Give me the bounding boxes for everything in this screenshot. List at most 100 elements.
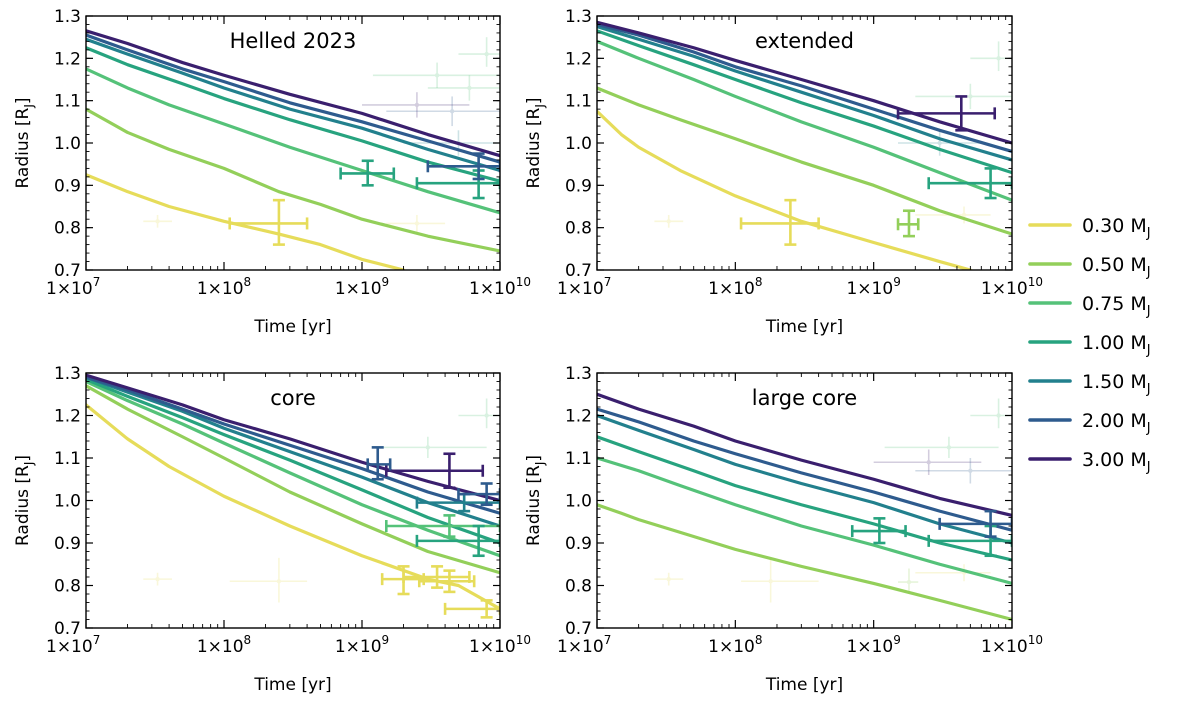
series-line-4 xyxy=(597,24,1012,162)
faint-marker xyxy=(467,85,472,91)
legend-label-main: 1.50 M xyxy=(1082,371,1147,393)
x-tick-label: 1×1010 xyxy=(981,633,1043,657)
series-line-5 xyxy=(86,33,500,164)
x-axis-label: Time [yr] xyxy=(765,317,843,337)
x-tick-label: 1×107 xyxy=(46,275,100,299)
series-line-0 xyxy=(597,503,1012,622)
series-line-1 xyxy=(86,107,500,253)
error-point-1 xyxy=(896,209,920,238)
x-tick-base: 1×10 xyxy=(46,279,93,299)
series-line-6 xyxy=(86,373,500,503)
x-tick-exp: 8 xyxy=(244,275,252,289)
y-label-sub: J xyxy=(22,462,36,467)
series-line-1 xyxy=(597,456,1012,585)
series-line-1 xyxy=(597,86,1012,236)
legend-label-sub: J xyxy=(1146,265,1151,280)
series-line-4 xyxy=(597,407,1012,532)
faint-point-1 xyxy=(386,214,446,232)
x-tick-label: 1×1010 xyxy=(469,275,531,299)
y-tick-label: 0.9 xyxy=(54,534,81,554)
legend-entry-6: 3.00 MJ xyxy=(1028,449,1151,475)
faint-point-2 xyxy=(372,436,487,458)
faint-marker xyxy=(155,576,160,582)
y-tick-label: 1.2 xyxy=(565,407,592,427)
series-line-6 xyxy=(597,20,1012,145)
x-tick-base: 1×10 xyxy=(981,637,1028,657)
x-tick-base: 1×10 xyxy=(469,279,516,299)
error-point-3 xyxy=(426,152,500,181)
x-tick-label: 1×1010 xyxy=(469,633,531,657)
y-label-close: ] xyxy=(524,455,544,462)
legend: 0.30 MJ0.50 MJ0.75 MJ1.00 MJ1.50 MJ2.00 … xyxy=(1028,215,1151,475)
x-tick-label: 1×107 xyxy=(557,633,611,657)
error-point-0 xyxy=(850,517,907,545)
y-tick-label: 0.8 xyxy=(565,577,592,597)
legend-label: 1.50 MJ xyxy=(1082,371,1151,397)
x-tick-base: 1×10 xyxy=(469,637,516,657)
faint-marker xyxy=(414,102,420,108)
faint-point-0 xyxy=(143,214,173,228)
faint-point-2 xyxy=(898,568,919,594)
series-line-6 xyxy=(86,29,500,158)
x-tick-base: 1×10 xyxy=(846,279,893,299)
x-tick-base: 1×10 xyxy=(335,279,382,299)
x-axis-label: Time [yr] xyxy=(253,675,331,695)
y-tick-label: 1.2 xyxy=(54,49,81,69)
legend-entry-3: 1.00 MJ xyxy=(1028,332,1151,358)
legend-label-main: 1.00 M xyxy=(1082,332,1147,354)
y-tick-label: 0.7 xyxy=(54,619,81,639)
x-tick-exp: 7 xyxy=(604,275,612,289)
x-tick-exp: 9 xyxy=(893,633,901,647)
x-tick-exp: 9 xyxy=(382,275,390,289)
faint-marker xyxy=(425,445,431,450)
error-point-2 xyxy=(415,169,500,200)
error-point-1 xyxy=(402,565,471,589)
plot-area xyxy=(597,20,1012,270)
legend-entry-2: 0.75 MJ xyxy=(1028,293,1151,319)
x-tick-label: 1×109 xyxy=(846,633,900,657)
y-label-sub: J xyxy=(533,462,547,467)
x-tick-exp: 7 xyxy=(93,633,101,647)
y-tick-label: 0.9 xyxy=(54,176,81,196)
faint-point-1 xyxy=(741,557,819,603)
faint-marker xyxy=(666,219,671,224)
faint-point-4 xyxy=(427,75,500,101)
faint-point-3 xyxy=(362,92,470,118)
x-tick-base: 1×10 xyxy=(197,637,244,657)
x-tick-exp: 8 xyxy=(244,633,252,647)
faint-point-1 xyxy=(229,557,308,603)
series-line-3 xyxy=(86,46,500,183)
y-axis-label: Radius [RJ] xyxy=(13,97,36,188)
x-tick-base: 1×10 xyxy=(557,279,604,299)
axes-frame xyxy=(85,372,501,629)
y-label-main: Radius [R xyxy=(524,107,544,188)
legend-label-main: 2.00 M xyxy=(1082,410,1147,432)
y-label-sub: J xyxy=(22,104,36,109)
faint-marker xyxy=(434,73,440,78)
x-tick-exp: 7 xyxy=(604,633,612,647)
legend-label: 1.00 MJ xyxy=(1082,332,1151,358)
faint-point-0 xyxy=(654,214,684,228)
x-tick-base: 1×10 xyxy=(708,637,755,657)
faint-point-5 xyxy=(915,458,1012,484)
error-point-2 xyxy=(927,167,1012,200)
error-point-7 xyxy=(385,452,485,490)
faint-marker xyxy=(449,109,455,114)
y-tick-label: 1.1 xyxy=(565,449,592,469)
x-tick-label: 1×107 xyxy=(46,633,100,657)
faint-point-4 xyxy=(873,449,982,475)
faint-marker xyxy=(906,579,912,585)
faint-marker xyxy=(937,140,942,146)
faint-marker xyxy=(968,94,973,99)
x-axis-label: Time [yr] xyxy=(765,675,843,695)
error-point-8 xyxy=(366,446,392,481)
faint-point-6 xyxy=(884,436,999,458)
faint-marker xyxy=(768,579,773,584)
y-tick-label: 0.8 xyxy=(565,219,592,239)
panel-title: large core xyxy=(752,386,857,410)
legend-entry-1: 0.50 MJ xyxy=(1028,254,1151,280)
faint-marker xyxy=(926,460,931,465)
faint-marker xyxy=(484,413,489,418)
y-tick-label: 1.2 xyxy=(54,407,81,427)
x-tick-label: 1×1010 xyxy=(981,275,1043,299)
